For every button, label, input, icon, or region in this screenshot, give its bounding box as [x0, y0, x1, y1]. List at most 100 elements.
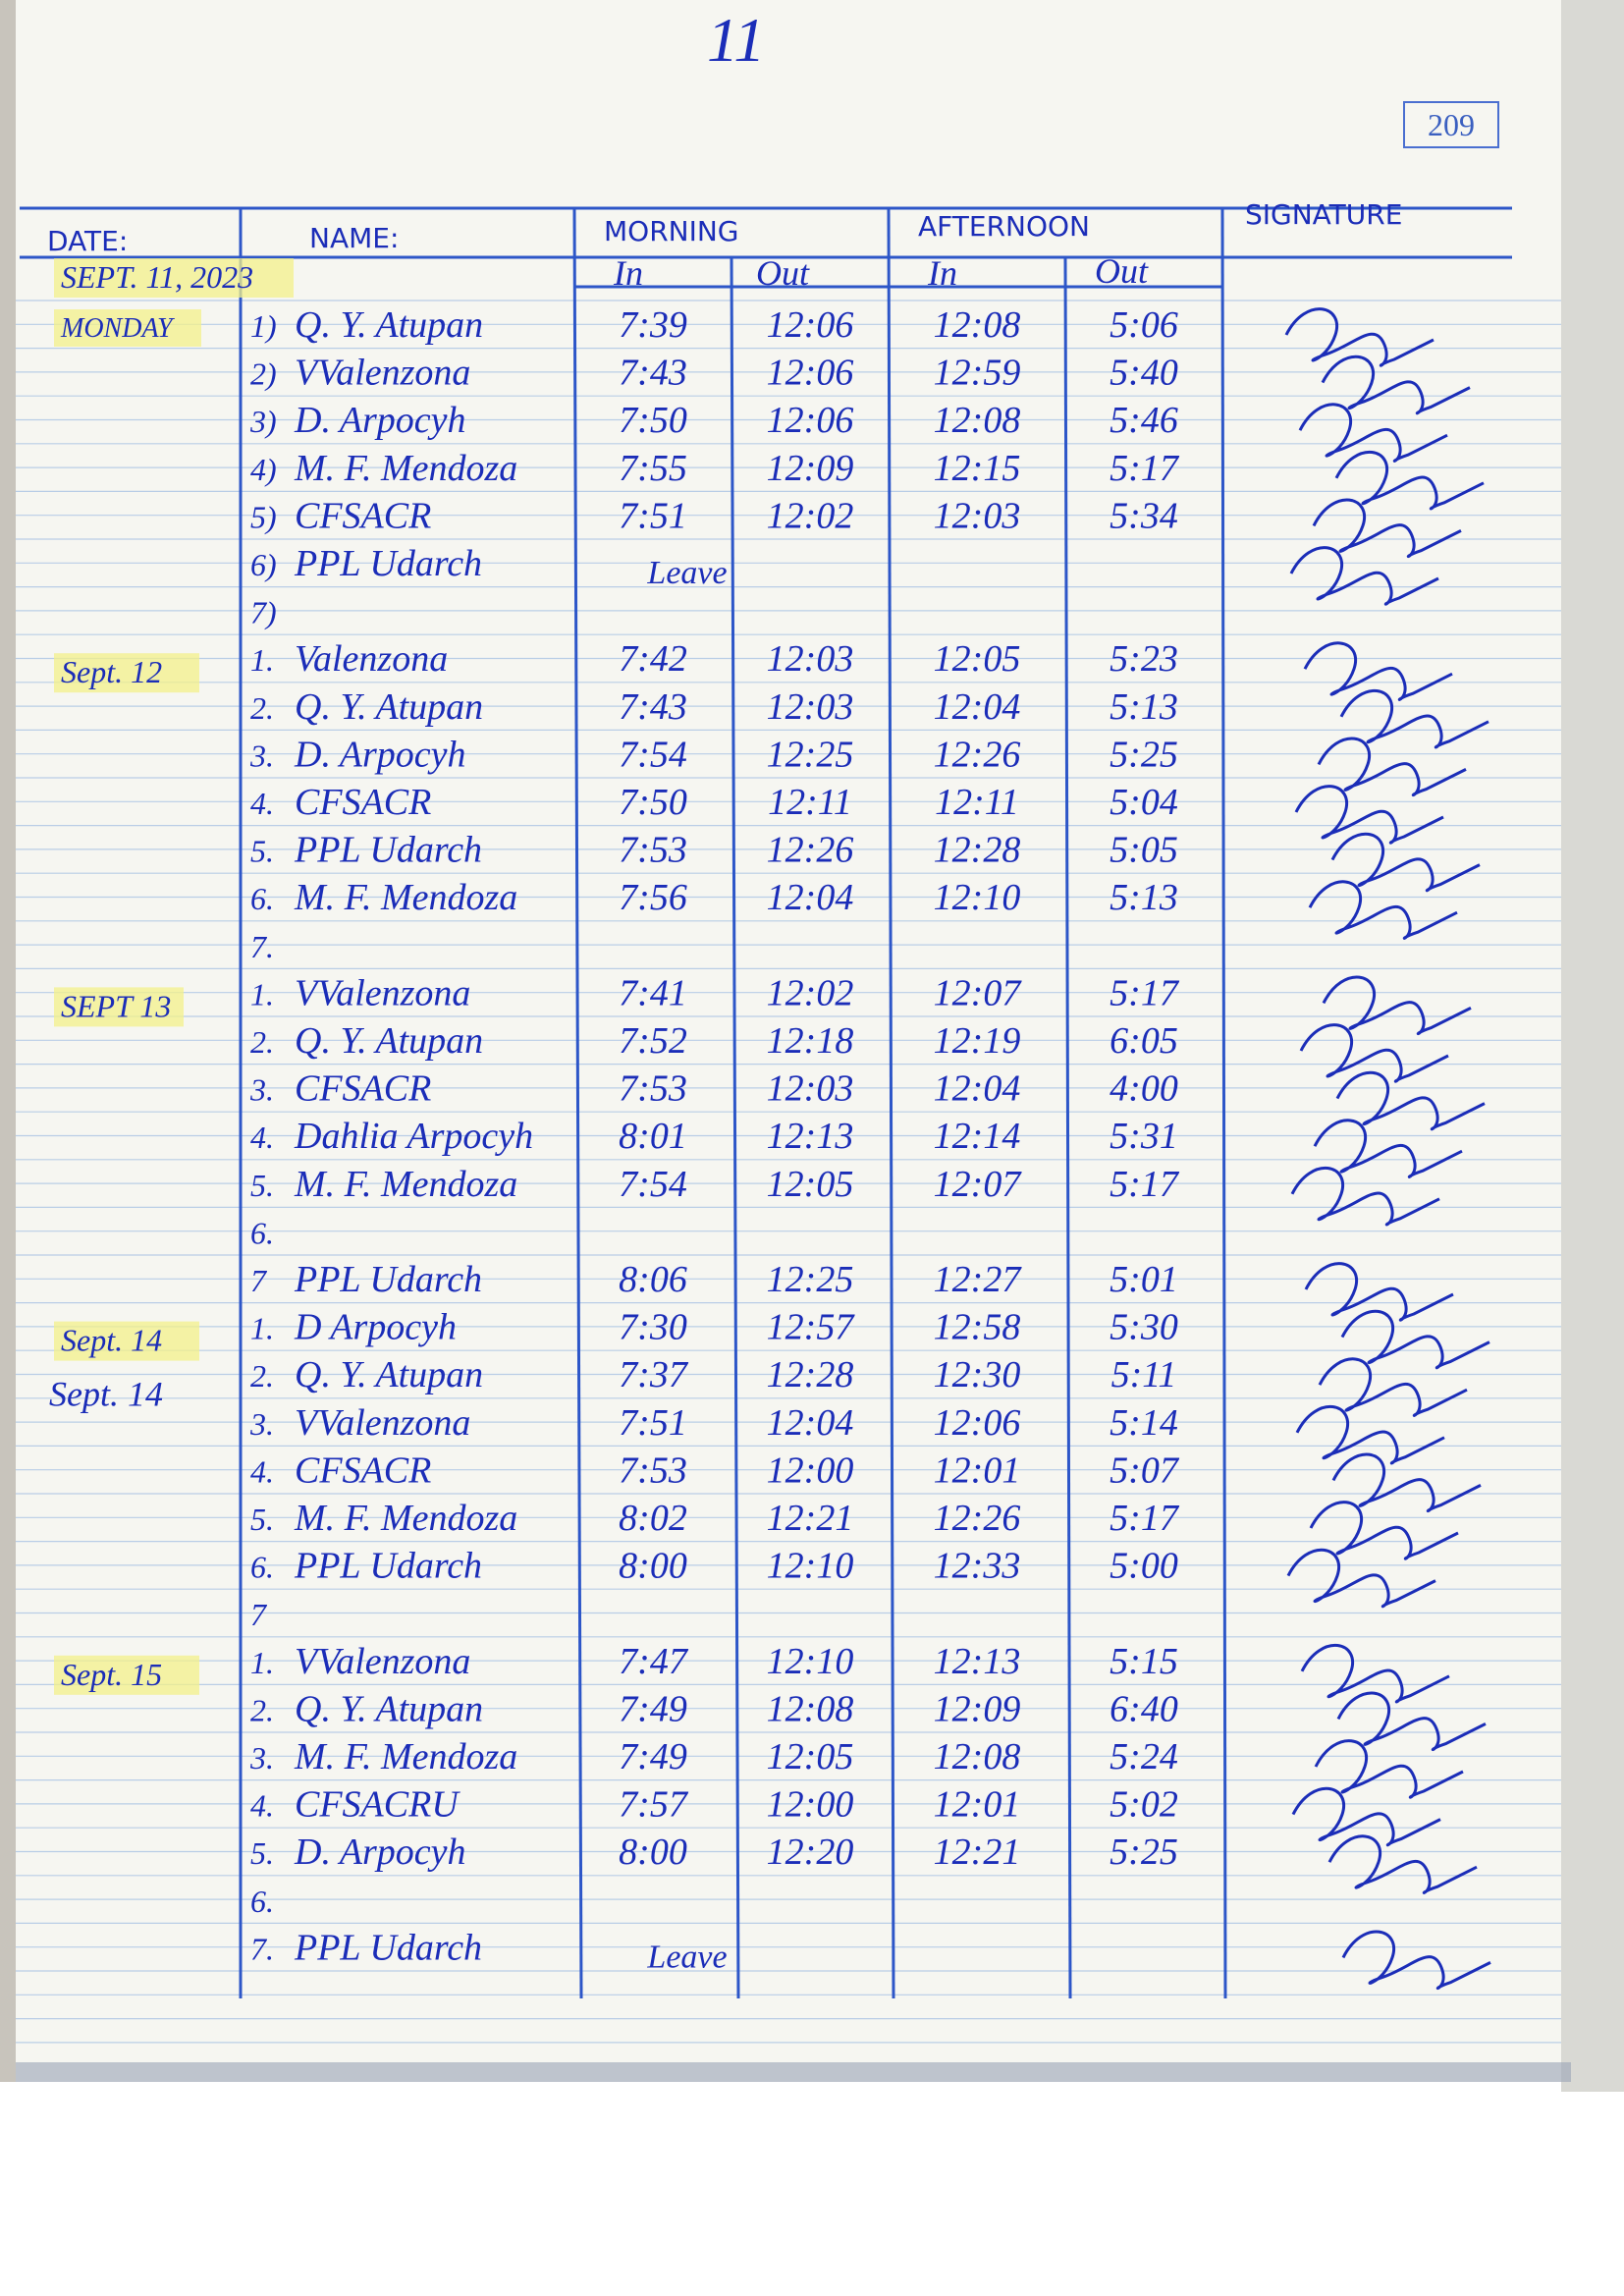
employee-name: CFSACR	[295, 1449, 431, 1491]
time-afternoon-out: 5:17	[1110, 448, 1180, 489]
employee-name: VValenzona	[295, 1641, 470, 1682]
time-morning-out: 12:25	[767, 1259, 854, 1300]
time-afternoon-in: 12:04	[934, 1068, 1021, 1110]
afternoon-column-line	[1220, 207, 1227, 1999]
time-afternoon-out: 5:25	[1110, 1831, 1178, 1873]
time-morning-in: 7:53	[619, 1449, 687, 1491]
page-bottom-edge	[0, 2062, 1571, 2082]
entry-date: Sept. 15	[61, 1657, 162, 1692]
employee-name: CFSACR	[295, 495, 431, 536]
employee-name: Valenzona	[295, 638, 448, 680]
time-afternoon-out: 5:31	[1110, 1116, 1178, 1157]
employee-name: PPL Udarch	[294, 830, 482, 871]
time-afternoon-out: 5:25	[1110, 734, 1178, 775]
afternoon-split-line	[1063, 256, 1072, 1999]
time-morning-out: 12:28	[767, 1354, 854, 1395]
signature	[1291, 1786, 1441, 1847]
time-morning-in: 7:47	[619, 1641, 689, 1682]
time-afternoon-out: 5:02	[1110, 1784, 1178, 1826]
time-morning-in: 7:53	[619, 830, 687, 871]
time-morning-in: 7:39	[619, 304, 687, 346]
employee-name: Q. Y. Atupan	[295, 304, 483, 346]
signature	[1284, 307, 1435, 367]
entry-date: Sept. 14	[61, 1323, 162, 1358]
header-date: DATE:	[47, 225, 128, 257]
employee-name: VValenzona	[295, 353, 470, 394]
employee-name: M. F. Mendoza	[294, 448, 517, 489]
time-afternoon-in: 12:05	[934, 638, 1021, 680]
time-afternoon-out: 5:13	[1110, 686, 1178, 728]
time-morning-in: 8:01	[619, 1116, 687, 1157]
row-number: 5.	[250, 834, 274, 869]
signature	[1300, 1643, 1450, 1704]
time-afternoon-in: 12:26	[934, 734, 1021, 775]
time-afternoon-out: 5:24	[1110, 1736, 1178, 1777]
entry-date: Sept. 12	[61, 654, 162, 689]
paper	[0, 0, 1571, 2082]
time-afternoon-out: 5:05	[1110, 830, 1178, 871]
employee-name: VValenzona	[295, 972, 470, 1013]
time-morning-in: 7:50	[619, 400, 687, 441]
time-afternoon-out: 5:17	[1110, 972, 1180, 1013]
time-afternoon-in: 12:19	[934, 1020, 1021, 1062]
row-number: 2)	[250, 356, 277, 392]
time-afternoon-out: 5:04	[1110, 782, 1178, 823]
entry-date: SEPT 13	[61, 988, 171, 1023]
time-afternoon-in: 12:26	[934, 1498, 1021, 1539]
signature	[1334, 450, 1485, 511]
time-morning-out: 12:13	[767, 1116, 854, 1157]
remark: Leave	[646, 1939, 727, 1975]
employee-name: PPL Udarch	[294, 1259, 482, 1300]
time-afternoon-out: 5:00	[1110, 1546, 1178, 1587]
day-highlight	[54, 309, 201, 347]
row-number: 1.	[250, 642, 274, 678]
employee-name: PPL Udarch	[294, 1546, 482, 1587]
name-column-line	[572, 207, 583, 1999]
page-number: 209	[1428, 107, 1475, 142]
employee-name: D Arpocyh	[294, 1307, 457, 1348]
time-morning-in: 7:43	[619, 686, 687, 728]
employee-name: Q. Y. Atupan	[295, 1354, 483, 1395]
morning-split-line	[730, 256, 740, 1999]
time-afternoon-in: 12:15	[934, 448, 1021, 489]
time-morning-in: 8:00	[619, 1546, 687, 1587]
signature	[1318, 1357, 1468, 1417]
employee-name: PPL Udarch	[294, 1927, 482, 1968]
remark: Leave	[646, 555, 727, 591]
ruled-lines	[16, 300, 1561, 2044]
time-afternoon-out: 5:15	[1110, 1641, 1178, 1682]
time-morning-out: 12:25	[767, 734, 854, 775]
signature	[1339, 688, 1489, 749]
employee-name: CFSACR	[295, 1068, 431, 1110]
signature	[1303, 641, 1453, 701]
signature	[1299, 1023, 1449, 1083]
page-stack	[1561, 0, 1624, 2092]
header-afternoon-out: Out	[1095, 251, 1149, 291]
time-morning-out: 12:03	[767, 686, 854, 728]
time-morning-out: 12:03	[767, 1068, 854, 1110]
header-signature: SIGNATURE	[1245, 198, 1402, 231]
time-morning-in: 7:51	[619, 1402, 687, 1444]
signature	[1309, 1501, 1459, 1560]
employee-name: M. F. Mendoza	[294, 1164, 517, 1205]
time-afternoon-out: 5:34	[1110, 495, 1178, 536]
row-number: 1.	[250, 1311, 274, 1346]
time-afternoon-out: 5:06	[1110, 304, 1178, 346]
time-afternoon-out: 5:01	[1110, 1259, 1178, 1300]
time-afternoon-in: 12:58	[934, 1307, 1021, 1348]
time-morning-out: 12:21	[767, 1498, 854, 1539]
time-afternoon-out: 5:07	[1110, 1449, 1180, 1491]
row-number: 1.	[250, 1645, 274, 1680]
entry-date-repeat: Sept. 14	[49, 1375, 163, 1414]
row-number: 1.	[250, 976, 274, 1011]
log-entries: SEPT. 11, 2023 MONDAY 1) Q. Y. Atupan 7:39 12…	[49, 258, 1491, 1991]
signature	[1298, 403, 1448, 463]
time-morning-out: 12:57	[767, 1307, 856, 1348]
time-afternoon-in: 12:28	[934, 830, 1021, 871]
time-morning-in: 7:54	[619, 1164, 687, 1205]
time-morning-out: 12:00	[767, 1784, 854, 1826]
employee-name: D. Arpocyh	[294, 400, 466, 441]
time-morning-in: 7:55	[619, 448, 687, 489]
time-afternoon-in: 12:08	[934, 400, 1021, 441]
header-afternoon-in: In	[927, 253, 957, 293]
